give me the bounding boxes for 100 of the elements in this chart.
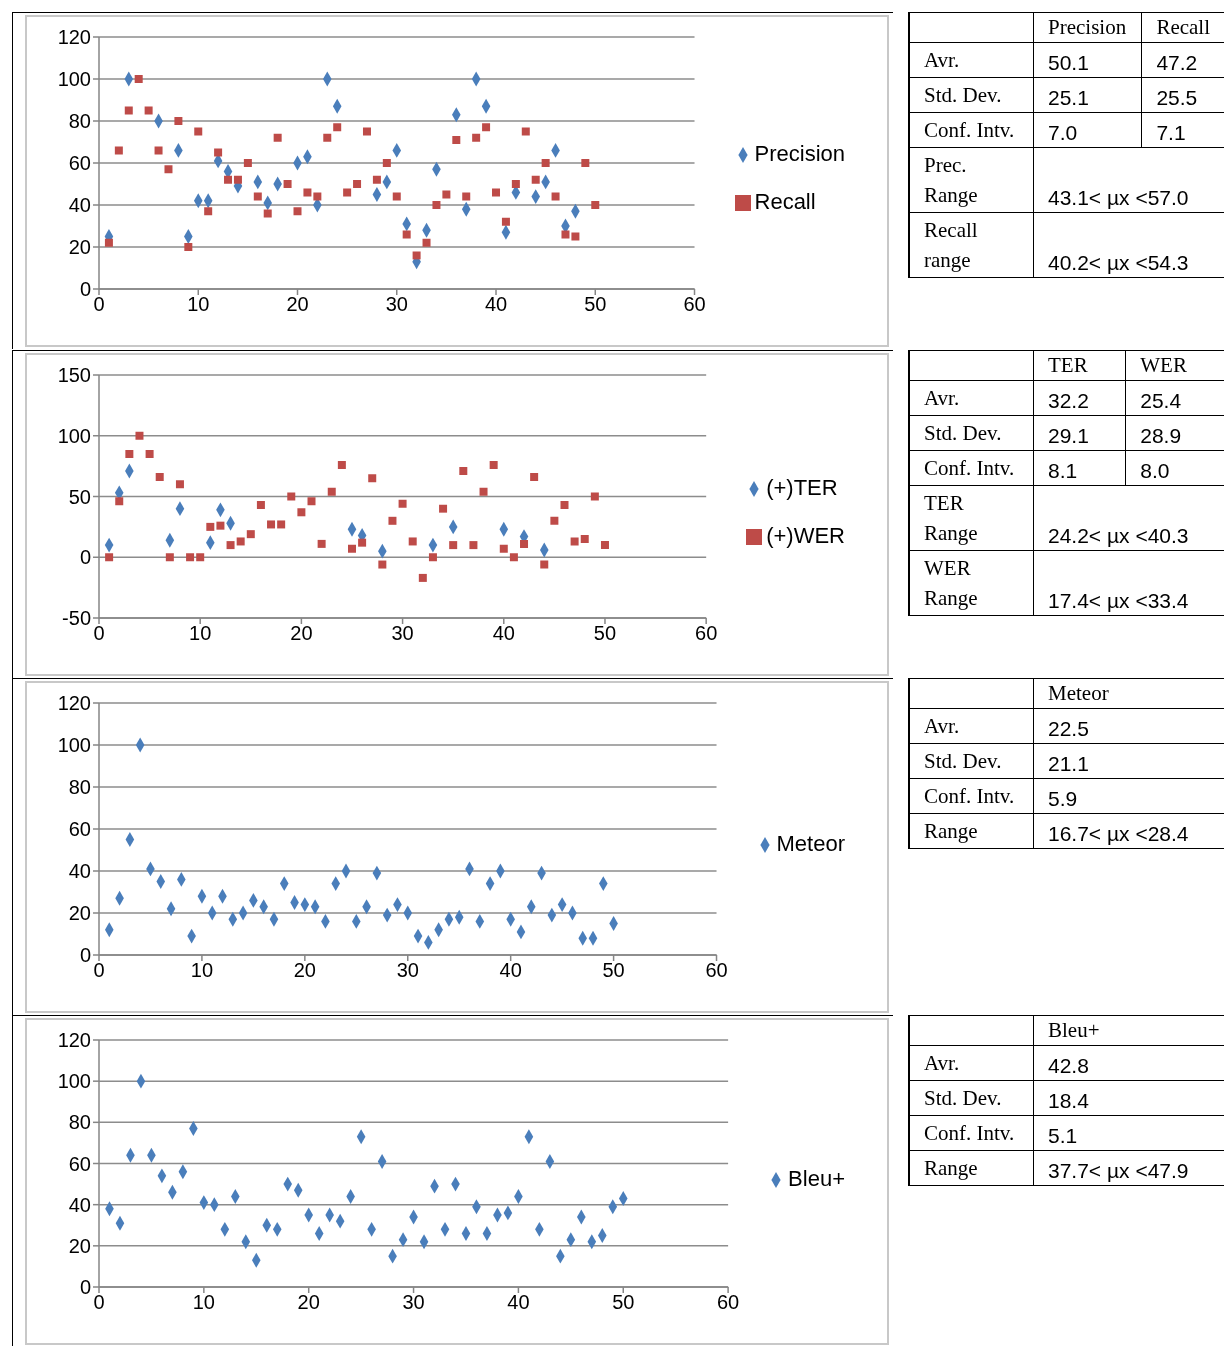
x-tick-label: 50 bbox=[584, 293, 607, 316]
y-tick-label: 80 bbox=[68, 1111, 91, 1134]
x-tick-label: 0 bbox=[93, 959, 105, 982]
x-tick-label: 40 bbox=[499, 959, 522, 982]
category-label: Precision bbox=[1033, 12, 1142, 43]
category-label: Std. Dev. bbox=[924, 83, 1002, 107]
x-tick-label: 40 bbox=[507, 1291, 530, 1314]
category-label: Conf. Intv. bbox=[924, 1121, 1015, 1145]
text: 21.1 bbox=[1048, 752, 1089, 775]
y-tick-label: 40 bbox=[68, 194, 91, 217]
text: 24.2< µx <40.3 bbox=[1048, 524, 1189, 547]
category-label: Avr. bbox=[924, 48, 960, 72]
text: 7.0 bbox=[1048, 121, 1078, 144]
category-label: Std. Dev. bbox=[924, 1086, 1002, 1110]
category-label: Bleu+ bbox=[1033, 1015, 1224, 1046]
category-label: Conf. Intv. bbox=[924, 456, 1015, 480]
x-tick-label: 20 bbox=[293, 959, 316, 982]
x-tick-label: 40 bbox=[484, 293, 508, 316]
category-label: Std. Dev. bbox=[924, 421, 1002, 445]
y-tick-label: 20 bbox=[68, 236, 91, 259]
y-tick-label: 120 bbox=[57, 26, 91, 49]
text: 22.5 bbox=[1048, 717, 1089, 740]
text: 40.2< µx <54.3 bbox=[1048, 251, 1189, 274]
y-tick-label: 60 bbox=[68, 1152, 91, 1175]
legend-label: (+)TER bbox=[766, 474, 838, 500]
text: 47.2 bbox=[1156, 51, 1198, 74]
y-tick-label: 0 bbox=[79, 1276, 91, 1299]
legend-label: Precision bbox=[754, 141, 845, 166]
x-tick-label: 30 bbox=[385, 293, 408, 316]
category-label: Range bbox=[924, 1156, 978, 1180]
y-tick-label: 60 bbox=[68, 152, 91, 175]
y-tick-label: 120 bbox=[57, 692, 91, 715]
category-label: TER bbox=[1033, 350, 1126, 381]
x-tick-label: 30 bbox=[402, 1291, 425, 1314]
category-label: Std. Dev. bbox=[924, 749, 1002, 773]
x-tick-label: 60 bbox=[716, 1291, 740, 1314]
category-label: Recall range bbox=[924, 218, 978, 272]
x-tick-label: 60 bbox=[705, 959, 728, 982]
y-tick-label: 0 bbox=[79, 546, 91, 569]
text: 18.4 bbox=[1048, 1089, 1089, 1112]
category-label: Avr. bbox=[924, 1051, 960, 1075]
text: 5.9 bbox=[1048, 787, 1078, 810]
x-tick-label: 30 bbox=[391, 622, 414, 645]
text: 25.1 bbox=[1048, 86, 1089, 109]
legend-label: Bleu+ bbox=[788, 1165, 845, 1191]
x-tick-label: 50 bbox=[602, 959, 625, 982]
y-tick-label: 150 bbox=[57, 364, 91, 387]
y-tick-label: 80 bbox=[68, 776, 91, 799]
legend-label: Meteor bbox=[776, 831, 845, 856]
text: 37.7< µx <47.9 bbox=[1048, 1159, 1189, 1182]
x-tick-label: 60 bbox=[695, 622, 718, 645]
text: 17.4< µx <33.4 bbox=[1048, 589, 1189, 612]
y-tick-label: 0 bbox=[79, 944, 91, 967]
category-label: WER Range bbox=[924, 556, 978, 610]
x-tick-label: 10 bbox=[189, 622, 212, 645]
y-tick-label: 100 bbox=[57, 424, 91, 447]
y-tick-label: 100 bbox=[57, 1070, 91, 1093]
text: 43.1< µx <57.0 bbox=[1048, 186, 1189, 209]
category-label: Recall bbox=[1141, 12, 1224, 43]
text: 32.2 bbox=[1048, 389, 1089, 412]
y-tick-label: 40 bbox=[68, 1193, 91, 1216]
text: 7.1 bbox=[1156, 121, 1186, 144]
y-tick-label: 20 bbox=[68, 902, 91, 925]
y-tick-label: -50 bbox=[62, 607, 91, 630]
text: 25.4 bbox=[1140, 389, 1182, 412]
category-label: Range bbox=[924, 819, 978, 843]
y-tick-label: 50 bbox=[68, 485, 91, 508]
x-tick-label: 10 bbox=[190, 959, 214, 982]
x-tick-label: 40 bbox=[492, 622, 515, 645]
category-label: Conf. Intv. bbox=[924, 118, 1015, 142]
x-tick-label: 0 bbox=[93, 1291, 105, 1314]
category-label: Conf. Intv. bbox=[924, 784, 1015, 808]
y-tick-label: 80 bbox=[68, 110, 91, 133]
y-tick-label: 20 bbox=[68, 1234, 91, 1257]
x-tick-label: 20 bbox=[297, 1291, 320, 1314]
y-tick-label: 100 bbox=[57, 734, 91, 757]
category-label: Avr. bbox=[924, 386, 960, 410]
y-tick-label: 100 bbox=[57, 68, 91, 91]
y-tick-label: 60 bbox=[68, 818, 91, 841]
x-tick-label: 20 bbox=[286, 293, 309, 316]
category-label: Avr. bbox=[924, 714, 960, 738]
category-label: Prec. Range bbox=[924, 153, 978, 207]
text: 28.9 bbox=[1140, 424, 1182, 447]
x-tick-label: 0 bbox=[93, 293, 105, 316]
x-tick-label: 30 bbox=[396, 959, 419, 982]
y-tick-label: 40 bbox=[68, 860, 91, 883]
x-tick-label: 20 bbox=[290, 622, 313, 645]
x-tick-label: 10 bbox=[187, 293, 210, 316]
text: 8.1 bbox=[1048, 459, 1078, 482]
x-tick-label: 50 bbox=[593, 622, 617, 645]
x-tick-label: 50 bbox=[612, 1291, 635, 1314]
y-tick-label: 0 bbox=[79, 278, 91, 301]
text: 50.1 bbox=[1048, 51, 1089, 74]
legend-label: (+)WER bbox=[766, 522, 845, 548]
text: 29.1 bbox=[1048, 424, 1089, 447]
x-tick-label: 10 bbox=[192, 1291, 215, 1314]
text: 42.8 bbox=[1048, 1054, 1089, 1077]
text: 16.7< µx <28.4 bbox=[1048, 822, 1189, 845]
x-tick-label: 0 bbox=[93, 622, 105, 645]
category-label: Meteor bbox=[1033, 678, 1224, 709]
